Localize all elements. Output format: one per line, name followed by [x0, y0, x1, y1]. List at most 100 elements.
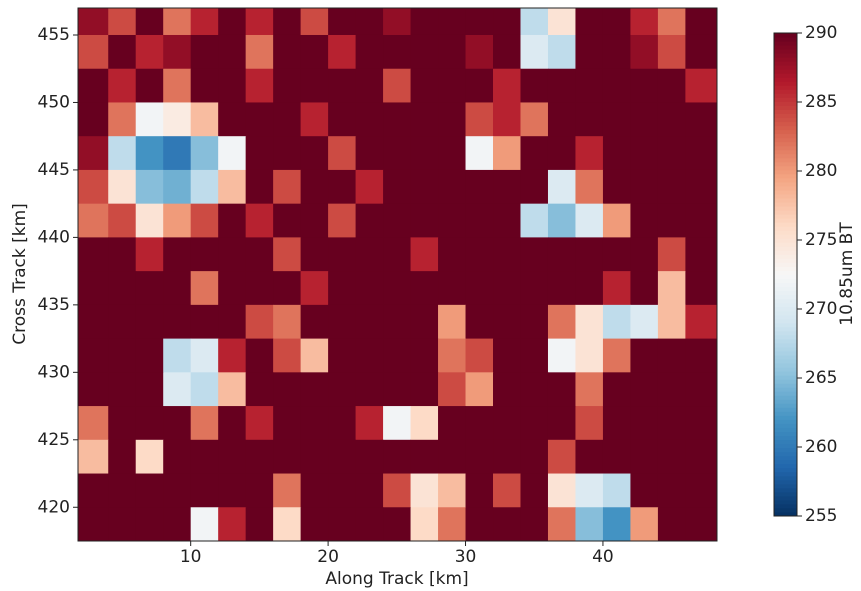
- heatmap-cell: [300, 34, 329, 70]
- heatmap-cell: [300, 507, 329, 542]
- colorbar-segment: [774, 165, 797, 171]
- colorbar-segment: [774, 318, 797, 324]
- colorbar-segment: [774, 125, 797, 131]
- heatmap-cell: [602, 439, 631, 475]
- heatmap-cell: [547, 304, 576, 340]
- colorbar-segment: [774, 177, 797, 183]
- heatmap-cell: [602, 507, 631, 542]
- heatmap-cell: [575, 473, 604, 508]
- colorbar-segment: [774, 298, 797, 304]
- heatmap-cell: [493, 169, 521, 205]
- colorbar-segment: [774, 459, 797, 465]
- colorbar-segment: [774, 206, 797, 211]
- colorbar-segment: [774, 350, 797, 356]
- heatmap-cell: [108, 271, 137, 306]
- heatmap-cell: [520, 304, 549, 340]
- heatmap-cell: [300, 338, 329, 373]
- heatmap-cell: [355, 304, 384, 340]
- heatmap-cell: [575, 406, 604, 441]
- heatmap-cell: [328, 136, 357, 171]
- heatmap-cell: [410, 68, 439, 103]
- colorbar-segment: [774, 455, 797, 461]
- heatmap-cell: [410, 439, 439, 475]
- heatmap-cell: [410, 338, 439, 373]
- heatmap-cell: [465, 8, 494, 36]
- heatmap-cell: [135, 439, 164, 475]
- heatmap-cell: [78, 372, 109, 407]
- heatmap-cell: [657, 8, 686, 36]
- heatmap-cell: [520, 8, 549, 36]
- heatmap-cell: [493, 68, 521, 103]
- heatmap-cell: [383, 237, 412, 272]
- heatmap-cell: [410, 8, 439, 36]
- colorbar-segment: [774, 487, 797, 493]
- colorbar-segment: [774, 137, 797, 143]
- heatmap-cell: [465, 102, 494, 137]
- heatmap-cell: [575, 338, 604, 373]
- heatmap-cell: [657, 473, 686, 508]
- colorbar-segment: [774, 133, 797, 139]
- heatmap-cell: [78, 304, 109, 340]
- colorbar-segment: [774, 214, 797, 219]
- heatmap-cell: [108, 406, 137, 441]
- heatmap-cell: [245, 68, 274, 103]
- heatmap-cell: [273, 169, 302, 205]
- heatmap-cell: [273, 102, 302, 137]
- colorbar-segment: [774, 218, 797, 223]
- heatmap-cell: [328, 169, 357, 205]
- heatmap-cell: [245, 102, 274, 137]
- heatmap-cell: [520, 136, 549, 171]
- heatmap-cell: [135, 102, 164, 137]
- heatmap-cell: [218, 271, 247, 306]
- heatmap-cell: [190, 237, 219, 272]
- heatmap-cell: [383, 34, 412, 70]
- heatmap-cell: [602, 8, 631, 36]
- heatmap-cell: [163, 8, 192, 36]
- colorbar-tick-label: 290: [805, 23, 837, 43]
- heatmap-cell: [630, 8, 659, 36]
- heatmap-cell: [575, 136, 604, 171]
- heatmap-cell: [575, 271, 604, 306]
- heatmap-cell: [465, 169, 494, 205]
- heatmap-cell: [218, 8, 247, 36]
- heatmap-cell: [78, 338, 109, 373]
- heatmap-cell: [465, 34, 494, 70]
- heatmap-cell: [602, 136, 631, 171]
- colorbar-segment: [774, 222, 797, 227]
- heatmap-cell: [245, 406, 274, 441]
- heatmap-cell: [163, 304, 192, 340]
- colorbar-segment: [774, 93, 797, 98]
- heatmap-cell: [575, 203, 604, 238]
- x-tick-label: 10: [180, 547, 202, 567]
- heatmap-cell: [630, 169, 659, 205]
- heatmap-cell: [657, 136, 686, 171]
- heatmap-cell: [383, 372, 412, 407]
- heatmap-cell: [163, 439, 192, 475]
- heatmap-cell: [575, 102, 604, 137]
- heatmap-cell: [438, 406, 467, 441]
- heatmap-cell: [355, 203, 384, 238]
- heatmap-cell: [602, 271, 631, 306]
- heatmap-cell: [383, 203, 412, 238]
- heatmap-cell: [410, 102, 439, 137]
- colorbar-segment: [774, 202, 797, 207]
- heatmap-cell: [410, 507, 439, 542]
- heatmap-cell: [657, 203, 686, 238]
- heatmap-cell: [602, 68, 631, 103]
- heatmap-cell: [685, 338, 718, 373]
- heatmap-cell: [273, 68, 302, 103]
- heatmap-cell: [78, 203, 109, 238]
- heatmap-cell: [465, 203, 494, 238]
- heatmap-cell: [630, 68, 659, 103]
- heatmap-cell: [547, 169, 576, 205]
- heatmap-cell: [355, 102, 384, 137]
- colorbar-segment: [774, 286, 797, 292]
- heatmap-cell: [575, 8, 604, 36]
- heatmap-cell: [163, 406, 192, 441]
- colorbar-segment: [774, 495, 797, 501]
- heatmap-cell: [685, 68, 718, 103]
- heatmap-cell: [328, 507, 357, 542]
- heatmap-cell: [78, 473, 109, 508]
- heatmap-cell: [245, 169, 274, 205]
